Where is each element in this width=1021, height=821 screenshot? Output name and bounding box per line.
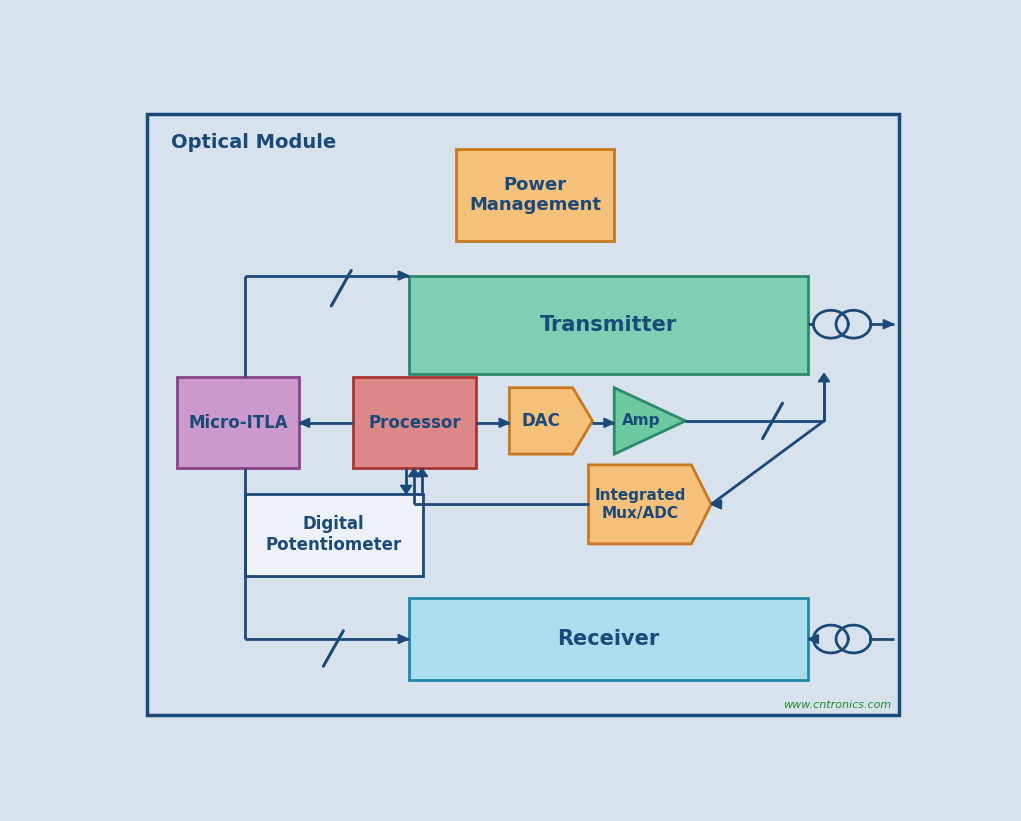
Text: Micro-ITLA: Micro-ITLA: [188, 414, 288, 432]
Text: Processor: Processor: [369, 414, 460, 432]
Bar: [177, 377, 299, 468]
Bar: [245, 493, 423, 576]
Text: Power
Management: Power Management: [469, 176, 601, 214]
Text: Integrated
Mux/ADC: Integrated Mux/ADC: [594, 488, 686, 521]
Polygon shape: [809, 635, 819, 644]
Text: Amp: Amp: [622, 414, 661, 429]
Text: Optical Module: Optical Module: [172, 133, 336, 152]
Polygon shape: [818, 374, 830, 382]
Polygon shape: [299, 419, 309, 428]
Polygon shape: [712, 500, 722, 509]
Polygon shape: [398, 271, 408, 280]
Polygon shape: [417, 468, 428, 476]
Bar: [408, 276, 808, 374]
Polygon shape: [400, 485, 411, 493]
Polygon shape: [615, 388, 685, 454]
Polygon shape: [408, 468, 420, 476]
Bar: [353, 377, 476, 468]
Text: Digital
Potentiometer: Digital Potentiometer: [265, 516, 402, 554]
Text: DAC: DAC: [522, 412, 561, 430]
Text: www.cntronics.com: www.cntronics.com: [783, 700, 891, 710]
Polygon shape: [398, 635, 408, 644]
Bar: [408, 598, 808, 680]
FancyBboxPatch shape: [147, 114, 900, 715]
Polygon shape: [604, 419, 615, 428]
Text: Transmitter: Transmitter: [540, 314, 677, 334]
Text: Receiver: Receiver: [557, 629, 660, 649]
Polygon shape: [588, 465, 712, 544]
Bar: [456, 149, 615, 241]
Polygon shape: [509, 388, 592, 454]
Polygon shape: [499, 419, 509, 428]
Polygon shape: [883, 319, 893, 328]
